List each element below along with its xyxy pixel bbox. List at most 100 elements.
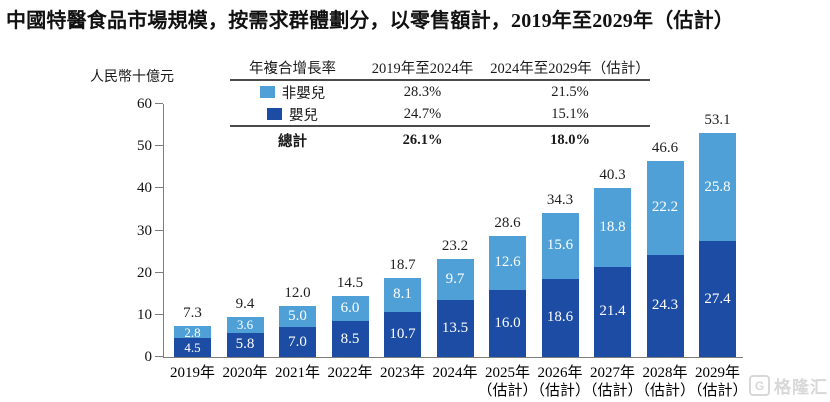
y-axis-tick [155, 229, 163, 231]
non-infant-value-label: 15.6 [546, 237, 574, 254]
y-axis-tick [155, 271, 163, 273]
non-infant-value-label: 18.8 [599, 218, 626, 235]
infant-legend-swatch [267, 108, 282, 120]
infant-value-label: 13.5 [441, 320, 469, 337]
gelonghui-logo-icon: G [749, 375, 770, 396]
y-axis-tick [155, 356, 163, 357]
bar-total-label: 12.0 [284, 285, 311, 302]
infant-bar-segment: 7.0 [279, 327, 316, 357]
table-row: 非嬰兒 28.3% 21.5% [230, 81, 650, 103]
x-tick-label: 2025年 （估計） [477, 365, 538, 399]
infant-bar-segment: 21.4 [594, 266, 631, 357]
y-tick-label: 60 [137, 96, 152, 112]
non-infant-value-label: 25.8 [704, 178, 731, 195]
x-tick-label: 2023年 [379, 365, 425, 381]
non-infant-bar-segment: 12.6 [489, 236, 526, 290]
infant-bar-segment: 4.5 [174, 338, 211, 357]
y-tick-label: 30 [137, 222, 152, 239]
x-tick-label: 2021年 [274, 365, 320, 381]
non-infant-value-label: 8.1 [393, 286, 412, 303]
infant-bar-segment: 10.7 [384, 311, 421, 357]
x-tick-label: 2027年 （估計） [582, 365, 643, 399]
non-infant-bar-segment: 8.1 [384, 277, 421, 312]
total-cagr-2019-2024: 26.1% [402, 131, 443, 148]
gelonghui-watermark: G 格隆汇 [749, 373, 828, 398]
legend-label-infant: 嬰兒 [289, 107, 318, 124]
non-infant-cagr-2019-2024: 28.3% [403, 83, 442, 100]
infant-bar-segment: 16.0 [489, 289, 526, 357]
table-divider [230, 125, 650, 127]
non-infant-bar-segment: 2.8 [174, 324, 211, 340]
bar-total-label: 9.4 [235, 296, 255, 313]
infant-bar-segment: 24.3 [646, 254, 684, 357]
figure-title: 中國特醫食品市場規模，按需求群體劃分，以零售額計，2019年至2029年（估計） [6, 10, 734, 32]
infant-value-label: 21.4 [599, 303, 626, 320]
non-infant-bar-segment: 6.0 [331, 295, 369, 322]
x-tick-label: 2028年 （估計） [634, 365, 695, 399]
bar-total-label: 53.1 [704, 111, 731, 128]
infant-value-label: 24.3 [651, 297, 679, 314]
x-tick-label: 2024年 [432, 365, 478, 381]
infant-value-label: 16.0 [494, 314, 521, 331]
infant-value-label: 10.7 [389, 325, 416, 342]
non-infant-bar-segment: 25.8 [699, 132, 736, 242]
infant-cagr-2024-2029: 15.1% [551, 105, 589, 122]
legend-label-non-infant: 非嬰兒 [281, 85, 326, 102]
non-infant-bar-segment: 3.6 [226, 317, 264, 333]
y-axis-tick [155, 187, 163, 189]
infant-value-label: 7.0 [288, 333, 307, 350]
cagr-header-period-1: 2019年至2024年 [371, 60, 474, 77]
non-infant-bar-segment: 22.2 [646, 160, 684, 255]
table-total-row: 總計 26.1% 18.0% [230, 127, 650, 153]
cagr-header-metric: 年複合增長率 [249, 60, 336, 77]
infant-bar-segment: 18.6 [541, 278, 579, 357]
non-infant-bar-segment: 15.6 [541, 212, 579, 279]
non-infant-value-label: 3.6 [236, 317, 254, 333]
table-divider [230, 79, 650, 81]
y-axis-tick [155, 145, 163, 147]
infant-value-label: 8.5 [340, 330, 360, 347]
total-cagr-2024-2029: 18.0% [550, 131, 590, 148]
infant-bar-segment: 8.5 [331, 321, 369, 357]
y-tick-label: 20 [137, 264, 152, 281]
infant-value-label: 18.6 [546, 309, 574, 326]
bar-total-label: 28.6 [494, 215, 521, 232]
bar-total-label: 18.7 [389, 256, 416, 273]
non-infant-value-label: 22.2 [651, 199, 679, 216]
bar-total-label: 14.5 [336, 274, 364, 291]
infant-bar-segment: 13.5 [436, 300, 474, 357]
non-infant-value-label: 5.0 [288, 308, 307, 325]
non-infant-value-label: 2.8 [184, 324, 201, 340]
y-tick-label: 10 [137, 306, 152, 323]
y-axis-unit-label: 人民幣十億元 [90, 70, 174, 85]
infant-bar-segment: 5.8 [226, 332, 264, 357]
y-tick-label: 40 [137, 180, 152, 197]
infant-value-label: 27.4 [704, 290, 731, 307]
total-row-label: 總計 [278, 133, 307, 150]
x-tick-label: 2019年 [169, 365, 215, 381]
x-tick-label: 2022年 [327, 365, 373, 381]
non-infant-bar-segment: 9.7 [436, 259, 474, 301]
y-axis-tick [155, 103, 163, 104]
infant-value-label: 4.5 [184, 340, 201, 356]
y-tick-label: 50 [137, 138, 152, 155]
non-infant-bar-segment: 18.8 [594, 187, 631, 267]
cagr-header-period-2: 2024年至2029年（估計） [490, 60, 650, 77]
y-axis-tick [155, 313, 163, 315]
non-infant-value-label: 6.0 [340, 300, 360, 317]
x-tick-label: 2020年 [222, 365, 268, 381]
non-infant-cagr-2024-2029: 21.5% [551, 83, 589, 100]
bar-total-label: 23.2 [441, 238, 469, 255]
infant-value-label: 5.8 [235, 336, 255, 353]
bar-total-label: 7.3 [183, 305, 202, 322]
table-row: 嬰兒 24.7% 15.1% [230, 103, 650, 125]
y-tick-label: 0 [144, 349, 153, 365]
non-infant-value-label: 9.7 [445, 271, 465, 288]
x-tick-label: 2026年 （估計） [529, 365, 590, 399]
bar-total-label: 34.3 [546, 191, 574, 208]
cagr-table: 年複合增長率 2019年至2024年 2024年至2029年（估計） 非嬰兒 2… [230, 55, 650, 153]
non-infant-legend-swatch [259, 86, 275, 98]
stacked-bar-chart: 0 10 20 30 40 50 60 4.5 2.8 7.3 2019年 5.8 3.6 9.4 2020… [137, 96, 748, 399]
bar-total-label: 46.6 [651, 139, 679, 156]
